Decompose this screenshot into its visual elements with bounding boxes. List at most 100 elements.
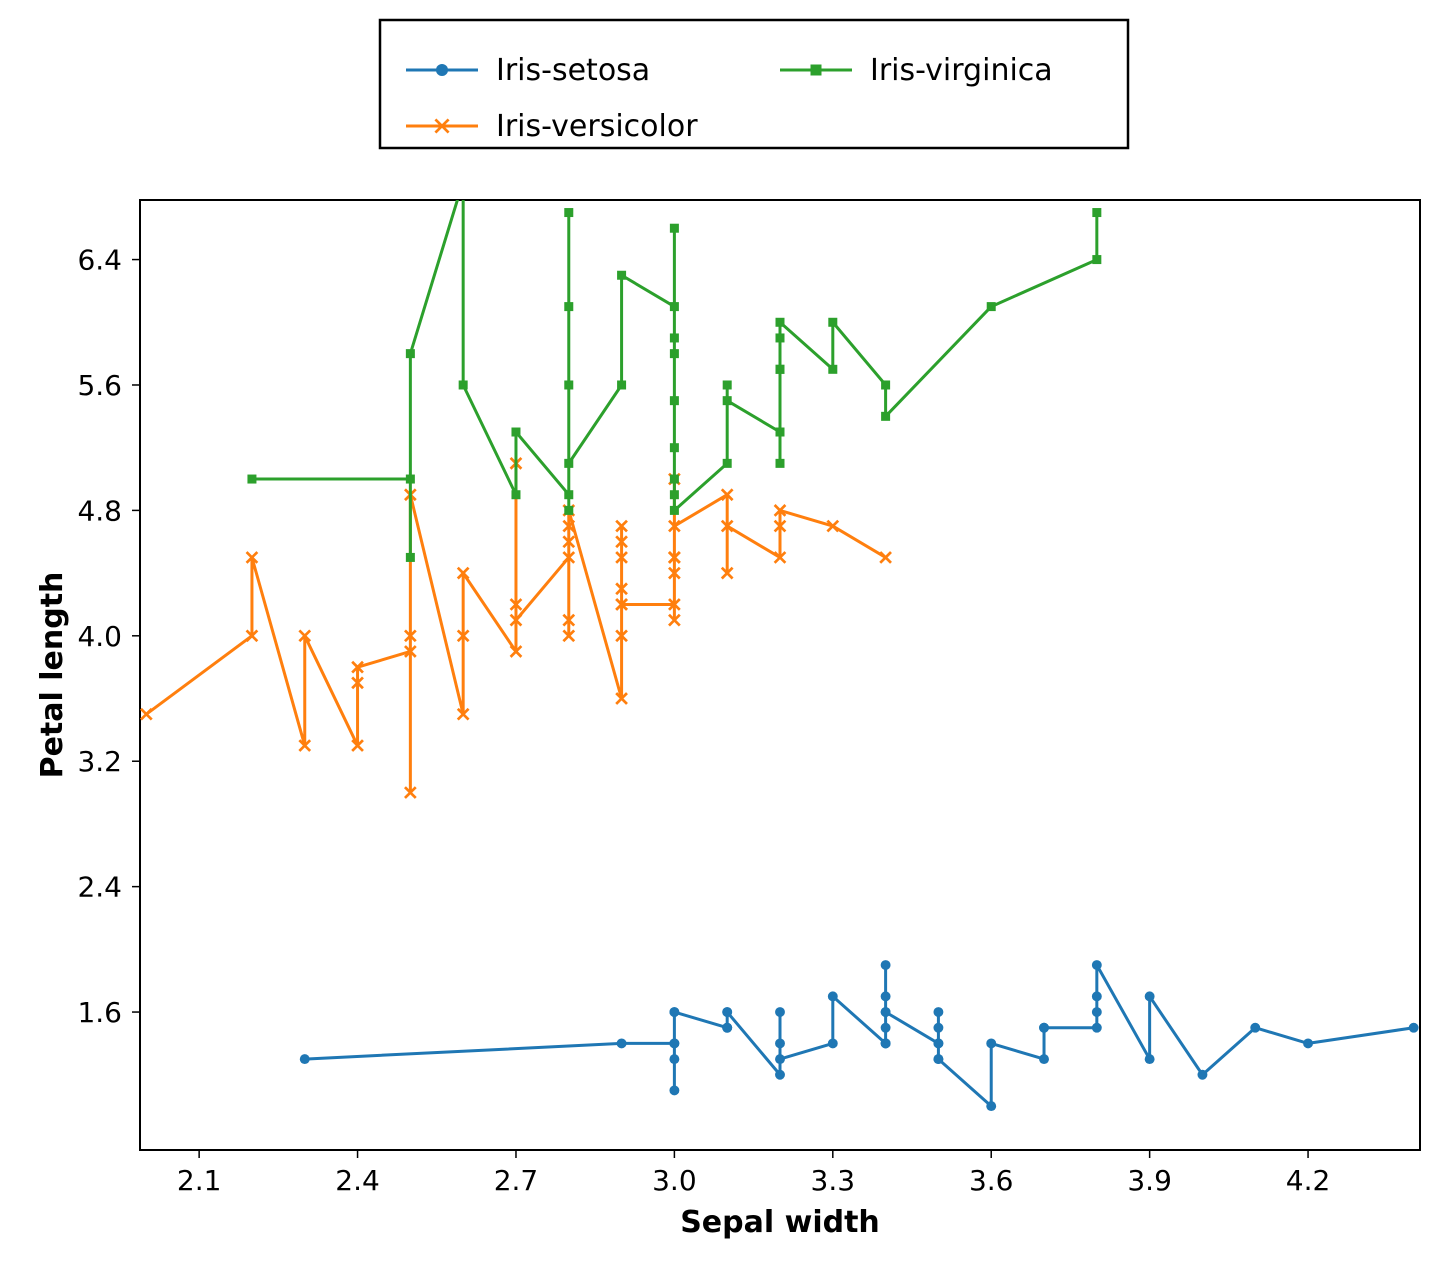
- data-marker: [776, 459, 785, 468]
- data-marker: [881, 991, 891, 1001]
- data-marker: [670, 333, 679, 342]
- data-marker: [406, 475, 415, 484]
- data-marker: [406, 349, 415, 358]
- legend-label: Iris-versicolor: [496, 109, 698, 144]
- data-marker: [1409, 1023, 1419, 1033]
- data-marker: [881, 960, 891, 970]
- data-marker: [669, 1085, 679, 1095]
- data-marker: [881, 412, 890, 421]
- data-marker: [933, 1054, 943, 1064]
- data-marker: [564, 459, 573, 468]
- data-marker: [1250, 1023, 1260, 1033]
- data-marker: [670, 302, 679, 311]
- x-tick-label: 3.6: [969, 1164, 1014, 1197]
- line-chart: 2.1 2.4 2.7 3.0 3.3 3.6 3.9 4.2 Sepal width 1.6 2.…: [0, 0, 1455, 1272]
- y-tick-label: 1.6: [77, 996, 122, 1029]
- data-marker: [1092, 1007, 1102, 1017]
- data-marker: [300, 1054, 310, 1064]
- data-marker: [670, 443, 679, 452]
- data-marker: [670, 349, 679, 358]
- data-marker: [776, 318, 785, 327]
- data-marker: [775, 1070, 785, 1080]
- data-marker: [776, 365, 785, 374]
- x-tick-label: 2.4: [335, 1164, 380, 1197]
- data-marker: [933, 1023, 943, 1033]
- data-marker: [722, 1007, 732, 1017]
- data-marker: [828, 991, 838, 1001]
- data-marker: [406, 553, 415, 562]
- data-marker: [722, 1023, 732, 1033]
- data-marker: [1145, 991, 1155, 1001]
- data-marker: [775, 1038, 785, 1048]
- data-marker: [828, 318, 837, 327]
- data-marker: [564, 380, 573, 389]
- y-axis-label: Petal length: [35, 572, 70, 779]
- data-marker: [828, 365, 837, 374]
- data-marker: [669, 1007, 679, 1017]
- data-marker: [436, 64, 448, 76]
- legend: Iris-setosa Iris-versicolor Iris-virginica: [380, 20, 1128, 148]
- y-tick-label: 3.2: [77, 745, 122, 778]
- data-marker: [564, 506, 573, 515]
- x-tick-label: 3.0: [652, 1164, 697, 1197]
- data-marker: [775, 1007, 785, 1017]
- data-marker: [986, 1101, 996, 1111]
- data-marker: [881, 1038, 891, 1048]
- data-marker: [670, 490, 679, 499]
- data-marker: [1197, 1070, 1207, 1080]
- data-marker: [881, 380, 890, 389]
- x-tick-label: 2.1: [177, 1164, 222, 1197]
- y-tick-label: 5.6: [77, 369, 122, 402]
- data-marker: [933, 1038, 943, 1048]
- data-marker: [776, 428, 785, 437]
- data-marker: [564, 208, 573, 217]
- data-marker: [775, 1054, 785, 1064]
- data-marker: [723, 396, 732, 405]
- data-marker: [881, 1007, 891, 1017]
- data-marker: [776, 333, 785, 342]
- data-marker: [1092, 255, 1101, 264]
- y-tick-label: 6.4: [77, 244, 122, 277]
- data-marker: [1092, 1023, 1102, 1033]
- data-marker: [933, 1007, 943, 1017]
- x-tick-label: 3.3: [811, 1164, 856, 1197]
- data-marker: [617, 1038, 627, 1048]
- data-marker: [987, 302, 996, 311]
- legend-label: Iris-setosa: [496, 53, 650, 88]
- data-marker: [511, 428, 520, 437]
- x-tick-label: 3.9: [1127, 1164, 1172, 1197]
- data-marker: [1303, 1038, 1313, 1048]
- data-marker: [723, 380, 732, 389]
- data-marker: [670, 396, 679, 405]
- data-marker: [670, 475, 679, 484]
- data-marker: [564, 302, 573, 311]
- x-axis-label: Sepal width: [680, 1205, 880, 1240]
- data-marker: [1092, 960, 1102, 970]
- data-marker: [828, 1038, 838, 1048]
- data-marker: [723, 459, 732, 468]
- data-marker: [669, 1038, 679, 1048]
- data-marker: [811, 65, 822, 76]
- data-marker: [1039, 1023, 1049, 1033]
- data-marker: [670, 224, 679, 233]
- data-marker: [881, 1023, 891, 1033]
- chart-container: 2.1 2.4 2.7 3.0 3.3 3.6 3.9 4.2 Sepal width 1.6 2.…: [0, 0, 1455, 1272]
- data-marker: [1145, 1054, 1155, 1064]
- data-marker: [670, 506, 679, 515]
- data-marker: [1039, 1054, 1049, 1064]
- data-marker: [511, 490, 520, 499]
- y-tick-label: 4.0: [77, 620, 122, 653]
- data-marker: [617, 271, 626, 280]
- data-marker: [986, 1038, 996, 1048]
- y-tick-label: 2.4: [77, 871, 122, 904]
- data-marker: [669, 1054, 679, 1064]
- data-marker: [564, 490, 573, 499]
- legend-label: Iris-virginica: [870, 53, 1053, 88]
- data-marker: [247, 475, 256, 484]
- data-marker: [1092, 208, 1101, 217]
- data-marker: [1092, 991, 1102, 1001]
- y-tick-label: 4.8: [77, 494, 122, 527]
- x-tick-label: 2.7: [494, 1164, 539, 1197]
- x-tick-label: 4.2: [1286, 1164, 1331, 1197]
- data-marker: [459, 380, 468, 389]
